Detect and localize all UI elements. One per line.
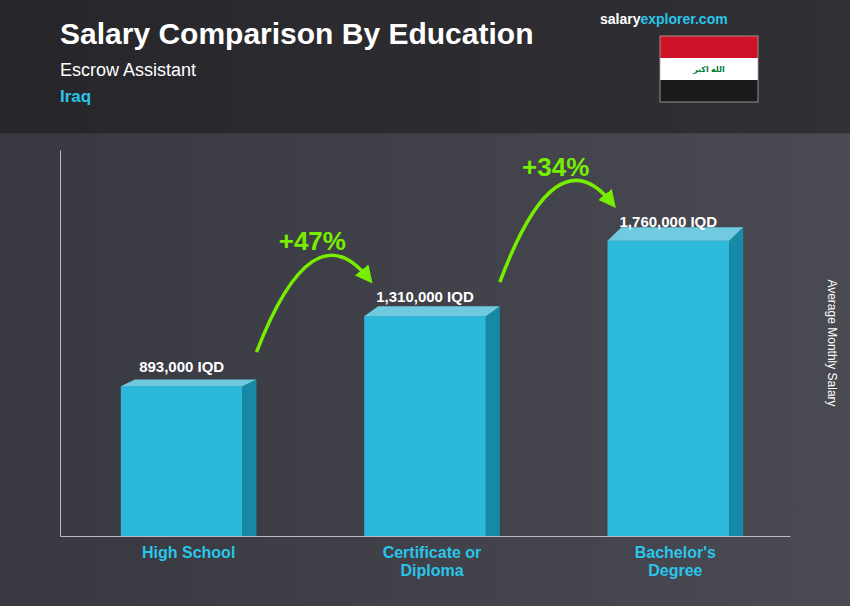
growth-arrow [500, 180, 612, 282]
flag: الله اكبر [660, 36, 758, 102]
bar [364, 306, 500, 536]
brand-part: salary [600, 11, 641, 27]
growth-label: +34% [522, 152, 589, 182]
arrows: +47% +34% [257, 152, 612, 353]
growth-label: +47% [279, 226, 346, 256]
bar-side [486, 306, 500, 536]
growth-arrow [257, 255, 369, 352]
bar [608, 227, 744, 536]
bar-front [121, 386, 243, 536]
header-band [0, 0, 850, 133]
value-label: 1,760,000 IQD [620, 213, 718, 230]
subtitle: Escrow Assistant [60, 60, 196, 80]
brand-part: .com [695, 11, 728, 27]
x-axis-line [61, 536, 791, 537]
bar-top [121, 379, 257, 386]
value-label: 1,310,000 IQD [376, 288, 474, 305]
brand: salaryexplorer.com [600, 11, 728, 27]
brand-part: explorer [640, 11, 696, 27]
title: Salary Comparison By Education [60, 17, 533, 50]
x-axis [61, 536, 791, 537]
category-line: Degree [648, 562, 702, 579]
flag-border [660, 36, 758, 102]
flag-stripe [660, 80, 758, 102]
labels: 893,000 IQD High School 1,310,000 IQD Certi… [139, 213, 717, 580]
category-line: High School [142, 544, 235, 561]
y-axis [60, 151, 61, 537]
bar-side [243, 379, 257, 536]
category-label: High School [142, 544, 235, 561]
y-axis-title: Average Monthly Salary [825, 279, 839, 406]
category-line: Diploma [400, 562, 463, 579]
plot: 893,000 IQD High School 1,310,000 IQD Certi… [61, 151, 791, 580]
chart-container: Salary Comparison By Education Escrow Ass… [0, 0, 850, 606]
y-axis-line [60, 151, 61, 537]
bar-side [729, 227, 743, 536]
bar [121, 379, 257, 536]
category-line: Bachelor's [635, 544, 716, 561]
category-label: Certificate orDiploma [383, 544, 482, 579]
bar-top [364, 306, 500, 316]
subtitle: Iraq [60, 87, 91, 106]
bars [121, 227, 743, 536]
flag-stripe [660, 36, 758, 58]
value-label: 893,000 IQD [139, 358, 224, 375]
flag-stripe [660, 58, 758, 80]
background [0, 0, 850, 606]
flag-emblem: الله اكبر [692, 65, 725, 74]
category-label: Bachelor'sDegree [635, 544, 716, 579]
category-line: Certificate or [383, 544, 482, 561]
bar-front [608, 241, 730, 536]
bar-front [364, 316, 486, 536]
chart-svg: Salary Comparison By Education Escrow Ass… [0, 0, 850, 606]
